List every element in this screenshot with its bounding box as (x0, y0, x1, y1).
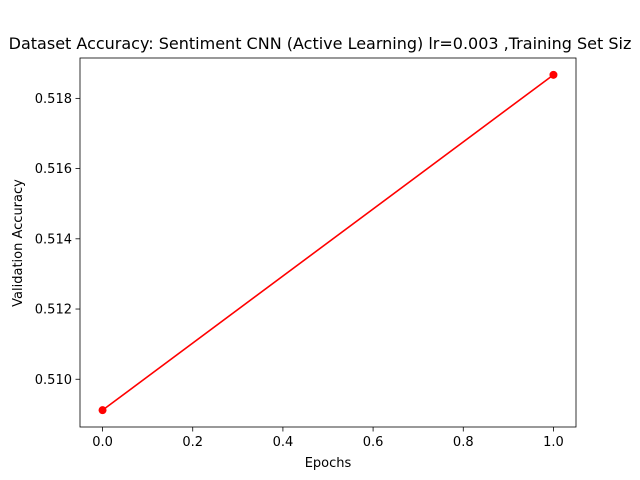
data-point (549, 70, 558, 79)
axes-frame (79, 57, 577, 428)
y-tick-label: 0.510 (35, 373, 72, 388)
x-tick-label: 0.6 (363, 435, 384, 450)
series-line (102, 74, 554, 411)
data-point (98, 406, 107, 415)
x-axis-title: Epochs (305, 456, 352, 471)
x-tick-label: 0.4 (273, 435, 294, 450)
x-tick-label: 1.0 (543, 435, 564, 450)
y-tick-label: 0.518 (35, 92, 72, 107)
x-tick-label: 0.0 (92, 435, 113, 450)
x-tick-label: 0.8 (453, 435, 474, 450)
y-tick-label: 0.514 (35, 232, 72, 247)
y-tick-label: 0.512 (35, 303, 72, 318)
plot-area: 0.0 0.2 0.4 0.6 0.8 1.0 0.510 0.512 0.514 0.516 0.… (35, 57, 577, 450)
y-tick-label: 0.516 (35, 162, 72, 177)
x-tick-label: 0.2 (182, 435, 203, 450)
y-axis-title: Validation Accuracy (11, 179, 26, 307)
chart-title: Dataset Accuracy: Sentiment CNN (Active … (9, 34, 632, 53)
